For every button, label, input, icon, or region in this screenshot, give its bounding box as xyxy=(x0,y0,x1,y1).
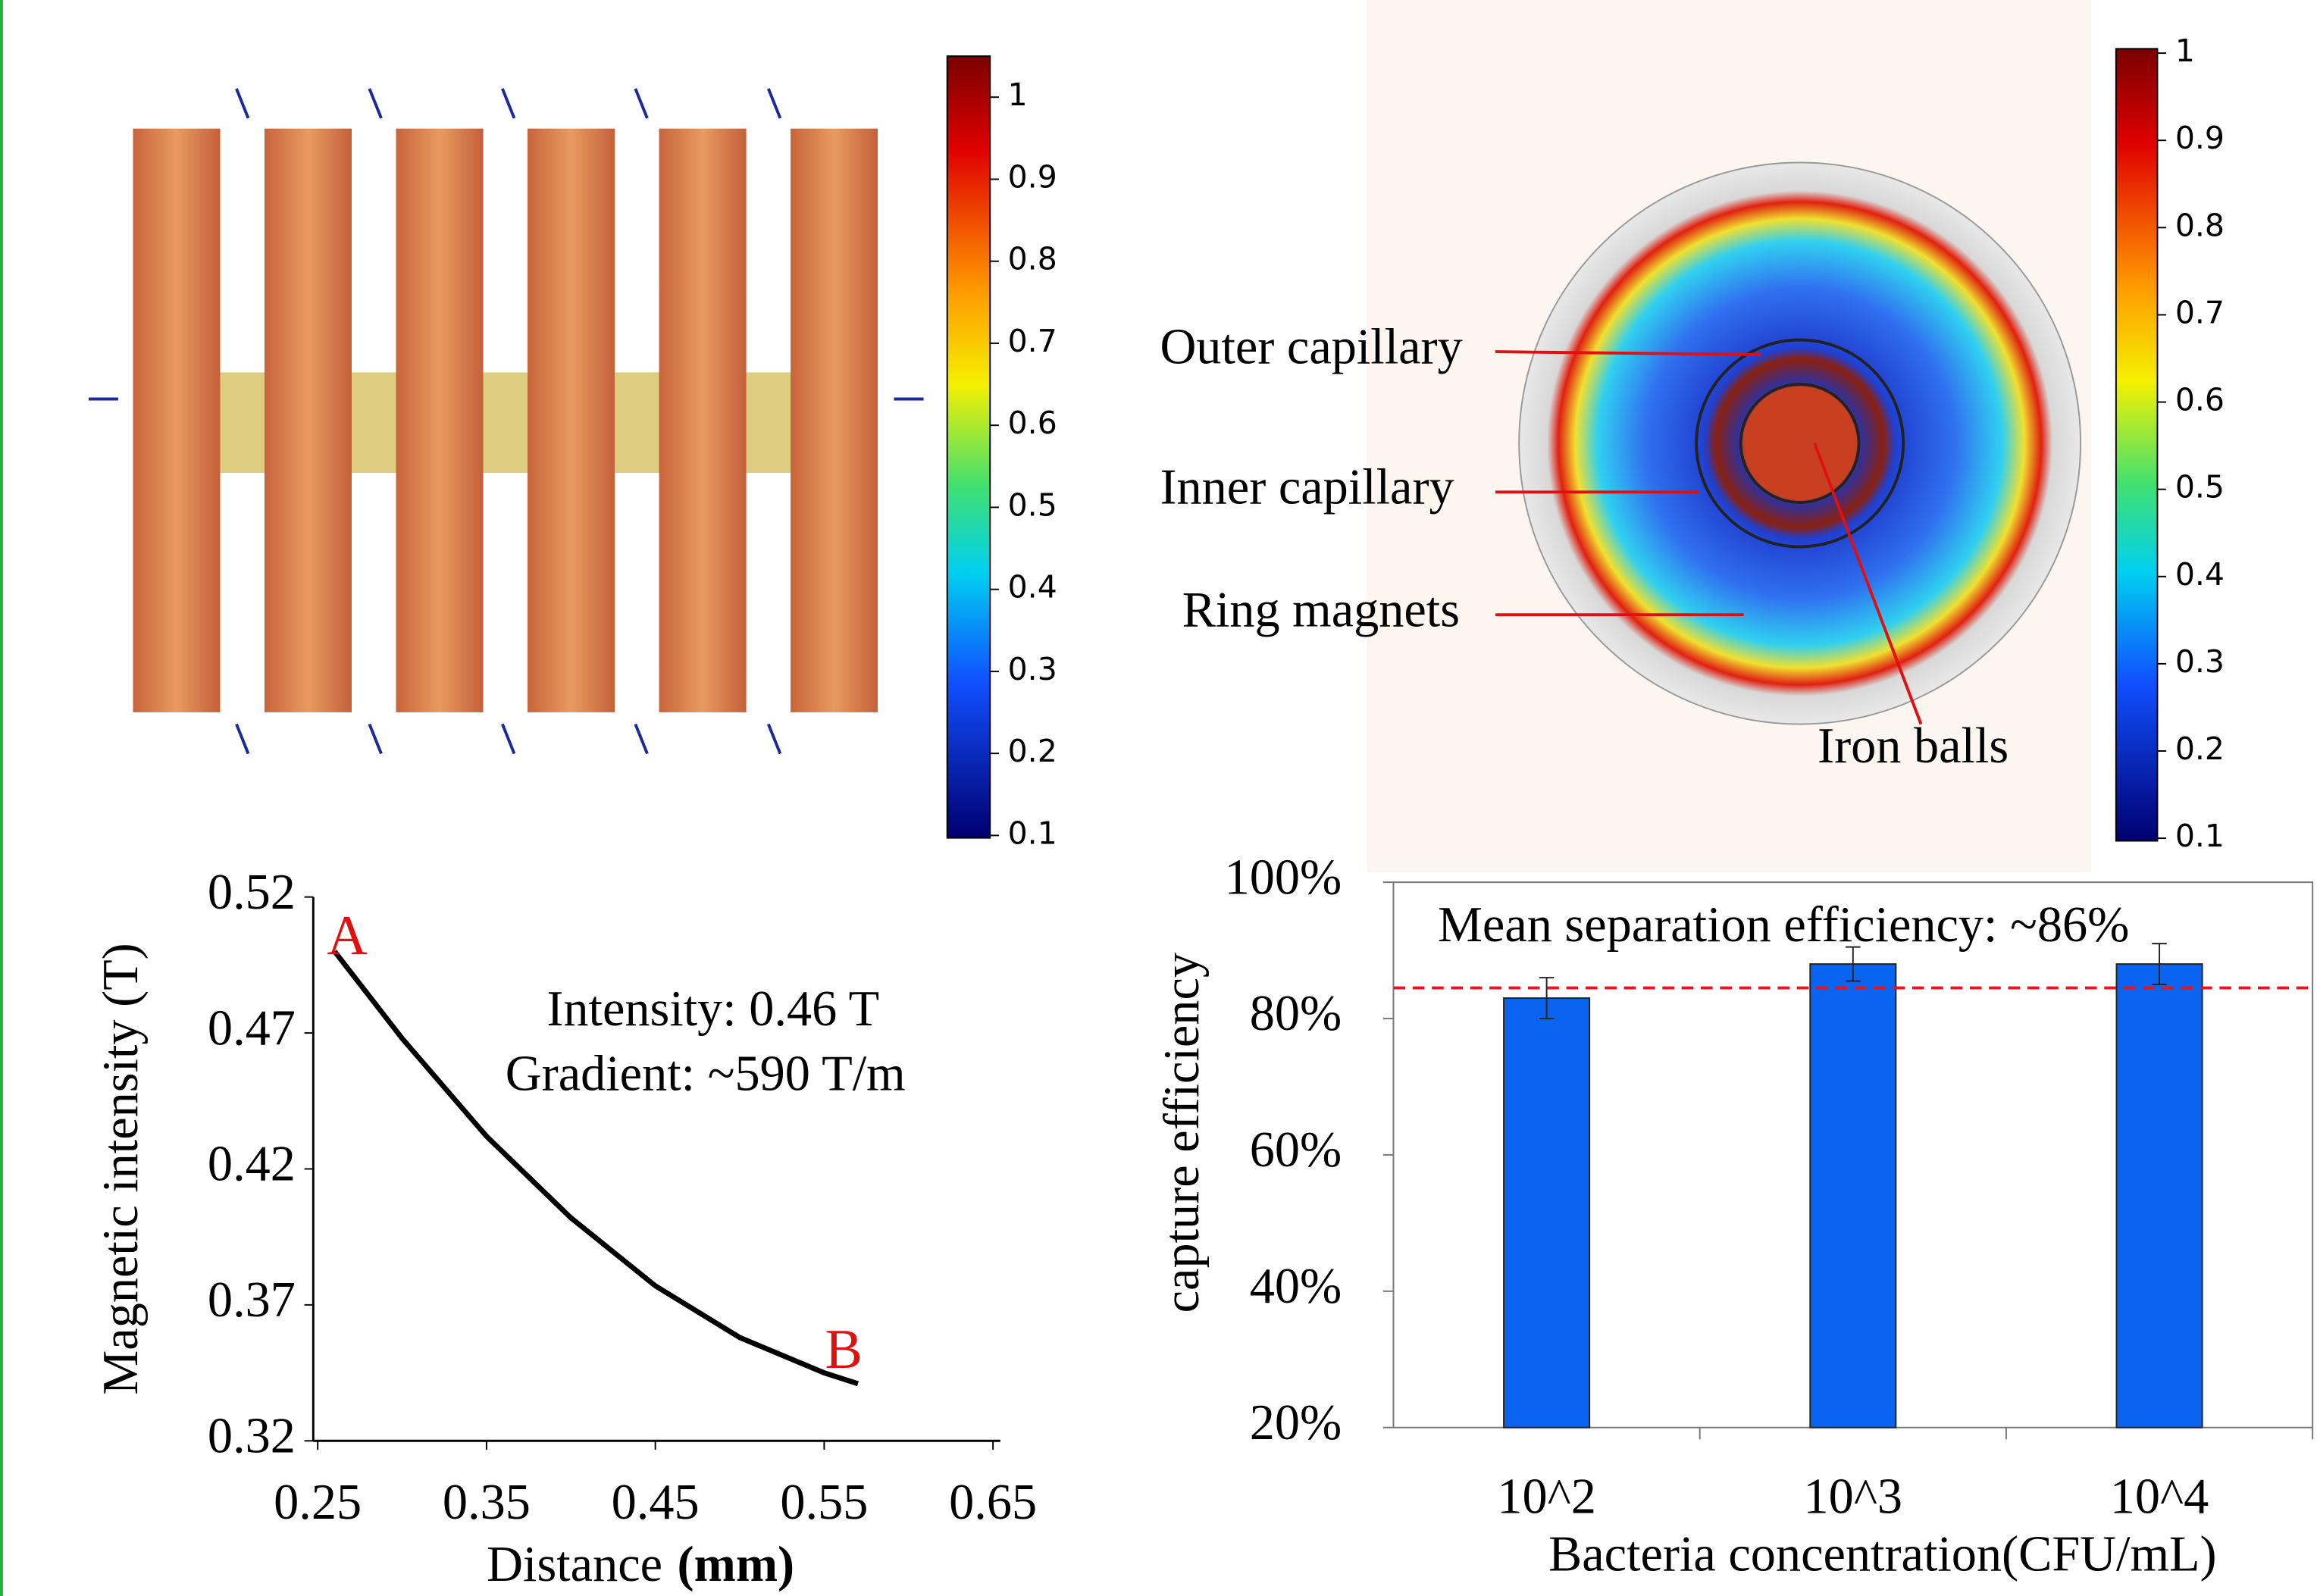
x-tick-label: 10^2 xyxy=(1497,1469,1596,1524)
bar xyxy=(2115,963,2203,1429)
y-tick-label: 80% xyxy=(1250,986,1342,1041)
x-tick-label: 0.55 xyxy=(780,1475,868,1530)
field-arrows xyxy=(88,88,924,755)
colorbar-tick-label: 0.3 xyxy=(1008,651,1057,687)
x-tick-label: 10^4 xyxy=(2110,1469,2209,1524)
x-axis-label: Distance (mm) xyxy=(487,1537,794,1592)
point-label: B xyxy=(825,1319,863,1381)
bar xyxy=(1809,963,1897,1429)
colorbar xyxy=(2115,48,2159,842)
y-tick-label: 0.47 xyxy=(208,1000,296,1056)
x-tick-label: 0.65 xyxy=(949,1475,1037,1530)
magnet-rod xyxy=(528,128,615,712)
x-axis-label-text: Distance xyxy=(487,1537,662,1592)
x-tick-label: 0.45 xyxy=(612,1475,700,1530)
magnet-rod xyxy=(659,128,747,712)
colorbar-tick-label: 0.1 xyxy=(1008,815,1057,851)
y-tick-label: 0.52 xyxy=(208,865,296,920)
y-axis-label: capture efficiency xyxy=(1154,953,1210,1313)
bar xyxy=(1503,997,1591,1429)
sim-label: Outer capillary xyxy=(1160,319,1462,374)
colorbar-tick-label: 0.1 xyxy=(2175,818,2225,854)
colorbar-tick-label: 0.8 xyxy=(1008,241,1057,277)
sim-label: Inner capillary xyxy=(1160,460,1454,515)
colorbar-tick-label: 0.6 xyxy=(1008,405,1057,441)
colorbar-tick-label: 0.9 xyxy=(2175,120,2225,156)
x-tick-label: 0.25 xyxy=(274,1475,362,1530)
colorbar-tick-label: 0.5 xyxy=(2175,469,2225,505)
y-tick-label: 40% xyxy=(1250,1259,1342,1314)
magnet-rod xyxy=(791,128,878,712)
colorbar-tick-label: 0.2 xyxy=(2175,731,2225,767)
colorbar-tick-label: 0.6 xyxy=(2175,382,2225,418)
annotation: Gradient: ~590 T/m xyxy=(506,1047,906,1102)
y-tick-label: 0.42 xyxy=(208,1137,296,1192)
colorbar-tick-label: 0.4 xyxy=(2175,556,2225,593)
colorbar-tick-label: 0.9 xyxy=(1008,158,1057,195)
colorbar-tick-label: 0.8 xyxy=(2175,207,2225,243)
colorbar-tick-label: 0.7 xyxy=(1008,323,1057,359)
colorbar-tick-label: 1 xyxy=(2175,33,2195,69)
colorbar xyxy=(946,55,991,839)
magnet-rod xyxy=(264,128,352,712)
x-axis-label: Bacteria concentration(CFU/mL) xyxy=(1548,1526,2217,1582)
ring-field xyxy=(1519,162,2081,724)
x-tick-label: 10^3 xyxy=(1804,1469,1903,1524)
magnet-rod xyxy=(396,128,484,712)
magnet-rod xyxy=(133,128,221,712)
y-tick-label: 0.32 xyxy=(208,1408,296,1463)
magnet-simulation xyxy=(88,88,924,755)
colorbar-tick-label: 0.3 xyxy=(2175,643,2225,680)
ring-simulation xyxy=(1495,161,2082,725)
y-tick-label: 100% xyxy=(1225,850,1342,905)
annotation: Mean separation efficiency: ~86% xyxy=(1438,897,2129,953)
colorbar-tick-label: 1 xyxy=(1008,77,1028,113)
label-arrows xyxy=(1495,350,1923,725)
point-label: A xyxy=(327,905,367,967)
colorbar-tick-label: 0.5 xyxy=(1008,487,1057,523)
colorbar-tick-label: 0.7 xyxy=(2175,294,2225,330)
colorbar-tick-label: 0.2 xyxy=(1008,733,1057,769)
y-tick-label: 0.37 xyxy=(208,1272,296,1328)
sim-label: Ring magnets xyxy=(1182,582,1460,637)
data-line xyxy=(332,950,859,1387)
colorbar-tick-label: 0.4 xyxy=(1008,569,1057,606)
y-axis-label: Magnetic intensity (T) xyxy=(93,943,149,1394)
y-tick-label: 60% xyxy=(1250,1122,1342,1178)
sim-label: Iron balls xyxy=(1818,718,2009,774)
x-axis-label-unit: (mm) xyxy=(678,1537,795,1592)
x-tick-label: 0.35 xyxy=(443,1475,531,1530)
annotation: Intensity: 0.46 T xyxy=(546,981,879,1037)
y-tick-label: 20% xyxy=(1250,1395,1342,1450)
